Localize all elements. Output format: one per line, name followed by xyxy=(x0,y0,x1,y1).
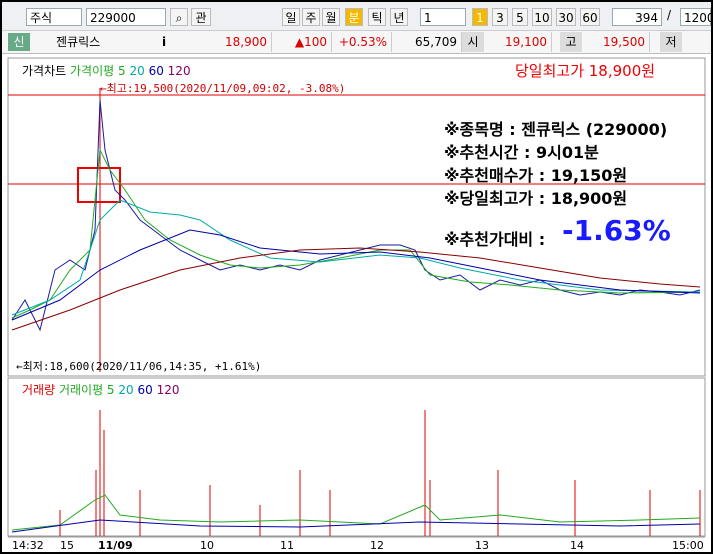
high-label: 고 xyxy=(560,32,582,52)
legend-item: 20 xyxy=(129,64,145,78)
legend-item: 가격차트 xyxy=(22,64,67,78)
legend-item: 거래이평 5 xyxy=(58,383,115,397)
x-label: 12 xyxy=(370,539,384,552)
price: 18,900 xyxy=(180,32,272,52)
minute-button[interactable]: 3 xyxy=(492,8,508,26)
legend-item: 거래량 xyxy=(22,383,56,397)
note: ※종목명 : 젠큐릭스 (229000) xyxy=(444,120,668,139)
code-input[interactable]: 229000 xyxy=(86,8,166,26)
change: ▲100 xyxy=(272,32,332,52)
period-button[interactable]: 분 xyxy=(345,8,363,26)
total-input[interactable]: 1200 xyxy=(680,8,713,26)
search-button[interactable]: ⌕ xyxy=(170,8,188,26)
legend-item: 가격이평 5 xyxy=(70,64,126,78)
min-label: ←최저:18,600(2020/11/06,14:35, +1.61%) xyxy=(16,360,262,373)
price-panel xyxy=(7,57,706,377)
rate: +0.53% xyxy=(332,32,392,52)
open-label: 시 xyxy=(462,32,484,52)
period-button[interactable]: 주 xyxy=(302,8,320,26)
interval-select[interactable]: 1 xyxy=(420,8,466,26)
stock-name: 젠큐릭스 xyxy=(56,35,101,49)
x-label: 11/09 xyxy=(98,539,133,552)
low-label: 저 xyxy=(660,32,682,52)
minute-button[interactable]: 5 xyxy=(512,8,528,26)
minute-button[interactable]: 30 xyxy=(556,8,576,26)
legend-item: 60 xyxy=(148,64,164,78)
quote-row xyxy=(2,31,711,54)
minute-button[interactable]: 60 xyxy=(580,8,600,26)
period-button[interactable]: 년 xyxy=(390,8,408,26)
diff-value: -1.63% xyxy=(562,214,671,247)
legend-item: 120 xyxy=(156,383,180,397)
legend-item: 60 xyxy=(137,383,153,397)
legend-item: 120 xyxy=(167,64,191,78)
separator: / xyxy=(667,8,672,22)
volume-legend: 거래량 거래이평 5 20 60 120 xyxy=(22,381,180,398)
new-tag: 신 xyxy=(8,33,30,51)
open: 19,100 xyxy=(484,32,552,52)
minute-button[interactable]: 10 xyxy=(532,8,552,26)
period-button[interactable]: 틱 xyxy=(368,8,386,26)
watch-button[interactable]: 관 xyxy=(191,8,211,26)
x-label: 11 xyxy=(280,539,294,552)
info-button[interactable]: i xyxy=(162,35,167,49)
note: ※추천시간 : 9시01분 xyxy=(444,143,599,162)
note: ※당일최고가 : 18,900원 xyxy=(444,189,628,208)
volume: 65,709 xyxy=(392,32,462,52)
high: 19,500 xyxy=(582,32,650,52)
x-label: 13 xyxy=(475,539,489,552)
price-legend: 가격차트 가격이평 5 20 60 120 xyxy=(22,62,191,79)
period-button[interactable]: 월 xyxy=(322,8,340,26)
volume-average xyxy=(11,519,701,533)
note: ※추천매수가 : 19,150원 xyxy=(444,166,628,185)
period-button[interactable]: 일 xyxy=(282,8,300,26)
volume-trace xyxy=(59,410,701,536)
x-label: 15:00 xyxy=(672,539,704,552)
price-trace xyxy=(11,99,701,332)
legend-item: 20 xyxy=(118,383,134,397)
x-label: 14:32 xyxy=(12,539,44,552)
max-label: ←최고:19,500(2020/11/09,09:02, -3.08%) xyxy=(100,82,346,95)
count-input[interactable]: 394 xyxy=(612,8,662,26)
volume-panel xyxy=(7,377,706,537)
headline: 당일최고가 18,900원 xyxy=(515,62,656,80)
x-label: 10 xyxy=(200,539,214,552)
x-label: 14 xyxy=(570,539,584,552)
market-select[interactable]: 주식 xyxy=(26,8,82,26)
highlight-box xyxy=(77,167,121,203)
x-label: 15 xyxy=(60,539,74,552)
volume-average xyxy=(11,494,701,531)
minute-button[interactable]: 1 xyxy=(472,8,488,26)
note: ※추천가대비 : xyxy=(444,230,546,249)
